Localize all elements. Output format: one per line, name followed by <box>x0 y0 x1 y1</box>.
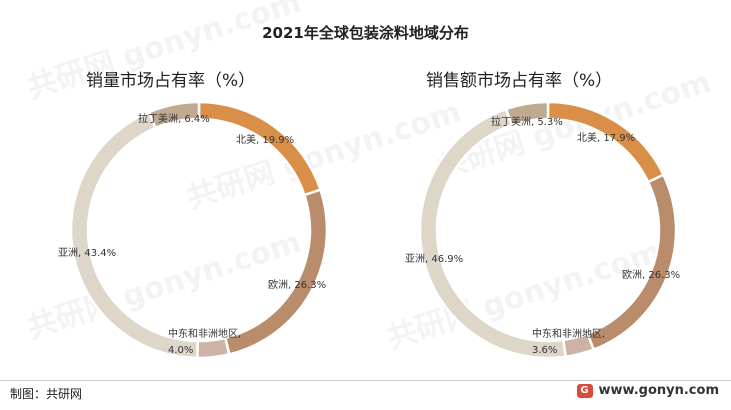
data-label-europe: 欧洲, 26.3% <box>622 269 680 281</box>
gonyn-logo-icon: G <box>576 383 593 398</box>
slice-europe <box>585 173 678 352</box>
website-text: www.gonyn.com <box>598 383 719 398</box>
right-chart-subtitle: 销售额市场占有率（%） <box>426 71 613 91</box>
data-label-latin-america: 拉丁美洲, 6.4% <box>138 112 210 125</box>
data-label-north-america: 北美, 17.9% <box>577 131 635 144</box>
data-label-asia: 亚洲, 46.9% <box>405 253 463 265</box>
data-label-north-america: 北美, 19.9% <box>236 133 294 146</box>
data-label-middle-east-africa: 中东和非洲地区, 4.0% <box>168 327 241 356</box>
left-chart-subtitle: 销量市场占有率（%） <box>86 71 256 91</box>
data-label-asia: 亚洲, 43.4% <box>58 247 116 259</box>
chart-title: 2021年全球包装涂料地域分布 <box>262 24 469 42</box>
data-label-europe: 欧洲, 26.3% <box>268 279 326 291</box>
website-link[interactable]: G www.gonyn.com <box>576 383 719 398</box>
data-label-middle-east-africa: 中东和非洲地区, 3.6% <box>532 327 605 356</box>
slice-asia <box>418 107 568 360</box>
slice-latin-america <box>504 100 550 127</box>
source-note: 制图：共研网 <box>10 387 83 401</box>
data-label-latin-america: 拉丁美洲, 5.3% <box>491 115 563 128</box>
slice-latin-america <box>147 100 201 130</box>
footer-divider <box>0 380 731 381</box>
